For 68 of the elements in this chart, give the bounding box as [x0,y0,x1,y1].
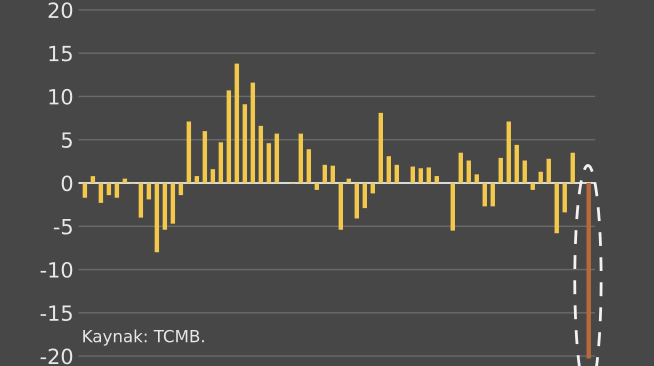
y-tick-label: 15 [49,46,72,62]
bar [426,167,431,183]
bar [258,126,264,183]
bar [370,183,375,194]
bar [418,168,423,183]
bar [506,122,511,183]
bar [434,176,439,183]
bar [466,160,471,183]
bar [114,183,120,198]
bar [538,172,543,183]
bar [210,169,216,183]
bar [306,149,312,183]
bar [154,183,160,252]
bar [234,64,240,183]
bar [202,131,208,183]
bar [546,158,551,183]
bar [242,104,248,183]
bar [146,183,152,200]
bar [226,90,232,183]
bar [378,112,383,183]
bar [274,134,280,183]
y-tick-label: 0 [62,175,72,192]
bar [522,160,527,183]
bar [178,183,184,196]
y-tick-label: 10 [49,88,72,105]
bar [586,183,591,359]
bar [458,152,463,183]
y-tick-label: 5 [62,132,72,148]
y-tick-label: -20 [40,348,72,364]
bar [498,158,503,183]
bar [322,164,328,183]
bar [122,178,128,183]
y-tick-label: -5 [54,218,72,234]
y-tick-label: 20 [48,2,72,18]
bar [298,134,304,183]
bar [314,183,320,190]
bar [346,178,352,183]
bar [570,152,575,183]
bar [490,183,495,206]
bar [554,183,559,234]
bar [330,166,336,183]
bar [90,176,96,183]
bar [530,183,535,190]
bar [394,164,399,183]
bar [562,183,567,212]
bar [82,183,88,198]
bar [170,183,176,224]
bar [266,143,272,183]
bar [338,183,344,230]
bar [450,183,455,231]
bar [138,183,144,218]
annotation: Kaynak: TCMB. [83,330,204,346]
bar [514,144,519,183]
bar [186,122,192,183]
bar [194,176,200,183]
bar [386,156,391,183]
bar [482,183,487,206]
bar [250,82,256,183]
bar [474,174,479,183]
bar [362,183,367,208]
bar [354,183,360,218]
bar [218,142,224,183]
bar [98,183,104,203]
bar [106,183,112,196]
bar [162,183,168,230]
y-tick-label: -10 [40,262,72,278]
bar [410,166,415,183]
y-tick-label: -15 [40,306,72,322]
